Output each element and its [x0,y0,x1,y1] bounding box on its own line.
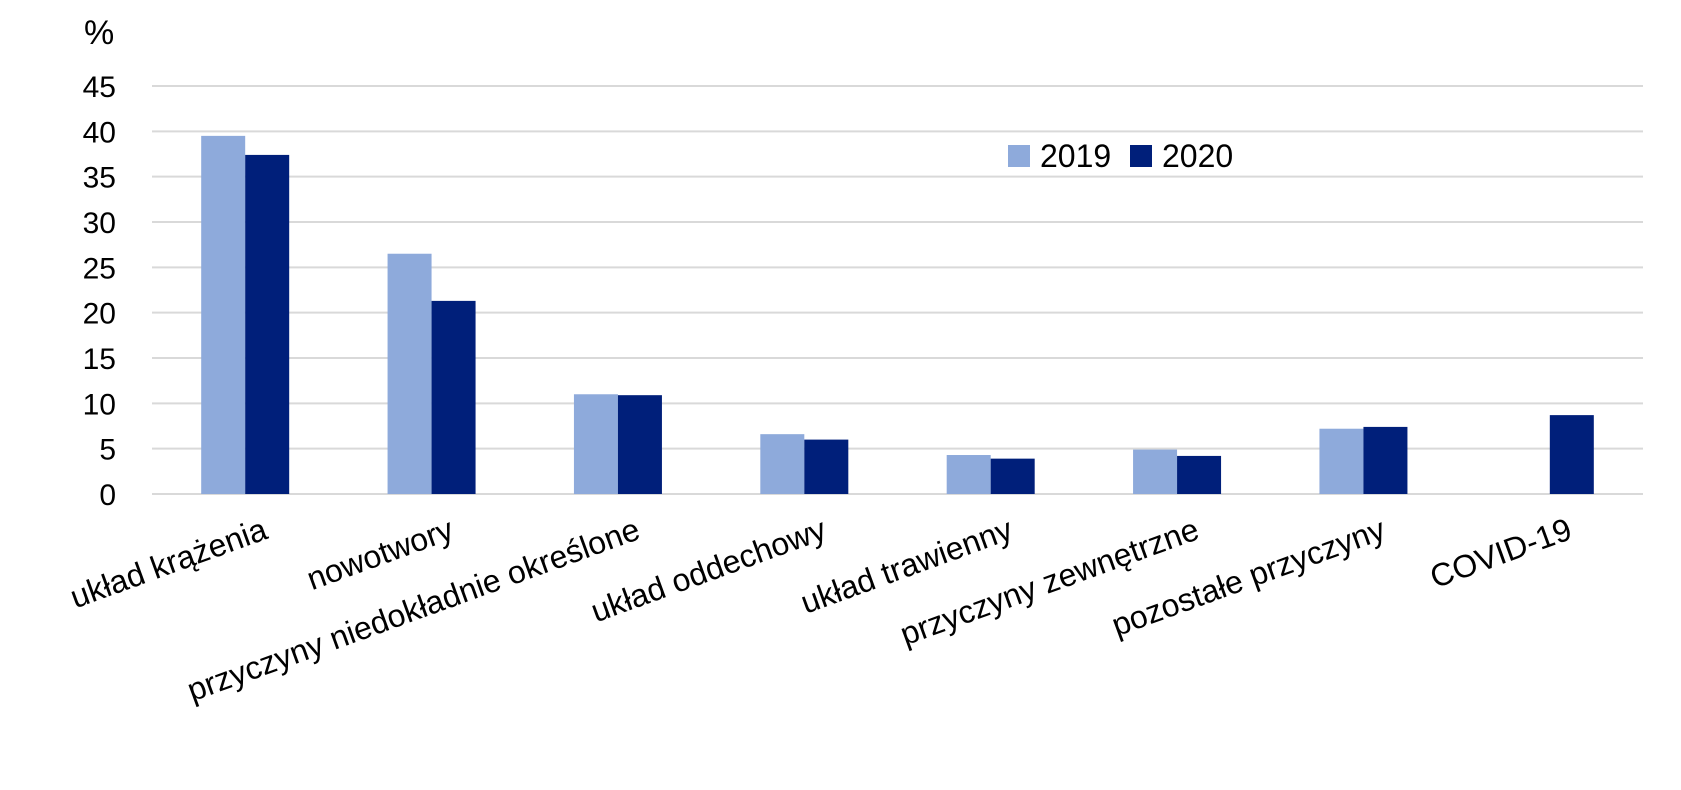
bar-2020-4 [990,458,1035,494]
x-category-label: COVID-19 [1425,511,1576,595]
y-tick-label: 5 [99,434,116,467]
legend: 2019 2020 [1008,138,1233,174]
bar-2020-6 [1363,426,1408,494]
legend-label-2019: 2019 [1040,138,1111,174]
bar-2019-4 [946,455,991,494]
bar-2019-2 [573,394,618,494]
bar-2020-2 [617,395,662,494]
y-tick-label: 40 [83,116,116,149]
bar-2019-3 [760,434,805,494]
y-tick-label: 15 [83,343,116,376]
y-tick-label: 10 [83,388,116,421]
y-tick-label: 35 [83,162,116,195]
bars [201,135,1594,494]
y-tick-label: 25 [83,252,116,285]
legend-label-2020: 2020 [1162,138,1233,174]
bar-2020-5 [1177,455,1222,494]
legend-swatch-2020 [1130,145,1152,167]
bar-2019-5 [1133,449,1178,494]
y-tick-label: 0 [99,479,116,512]
bar-2020-1 [431,300,476,494]
bar-2019-0 [201,135,246,494]
y-axis-ticks: 0 5 10 15 20 25 30 35 40 45 [83,71,116,512]
y-tick-label: 45 [83,71,116,104]
bar-2020-7 [1549,415,1594,494]
y-tick-label: 20 [83,298,116,331]
bar-2020-0 [245,154,290,494]
bar-2020-3 [804,439,849,494]
y-unit-label: % [84,14,114,52]
x-category-label: układ krążenia [65,511,271,615]
bar-2019-1 [387,253,432,494]
gridlines [152,85,1643,495]
bar-2019-6 [1319,428,1364,494]
y-tick-label: 30 [83,207,116,240]
x-category-label: przyczyny zewnętrzne [895,511,1203,652]
legend-swatch-2019 [1008,145,1030,167]
